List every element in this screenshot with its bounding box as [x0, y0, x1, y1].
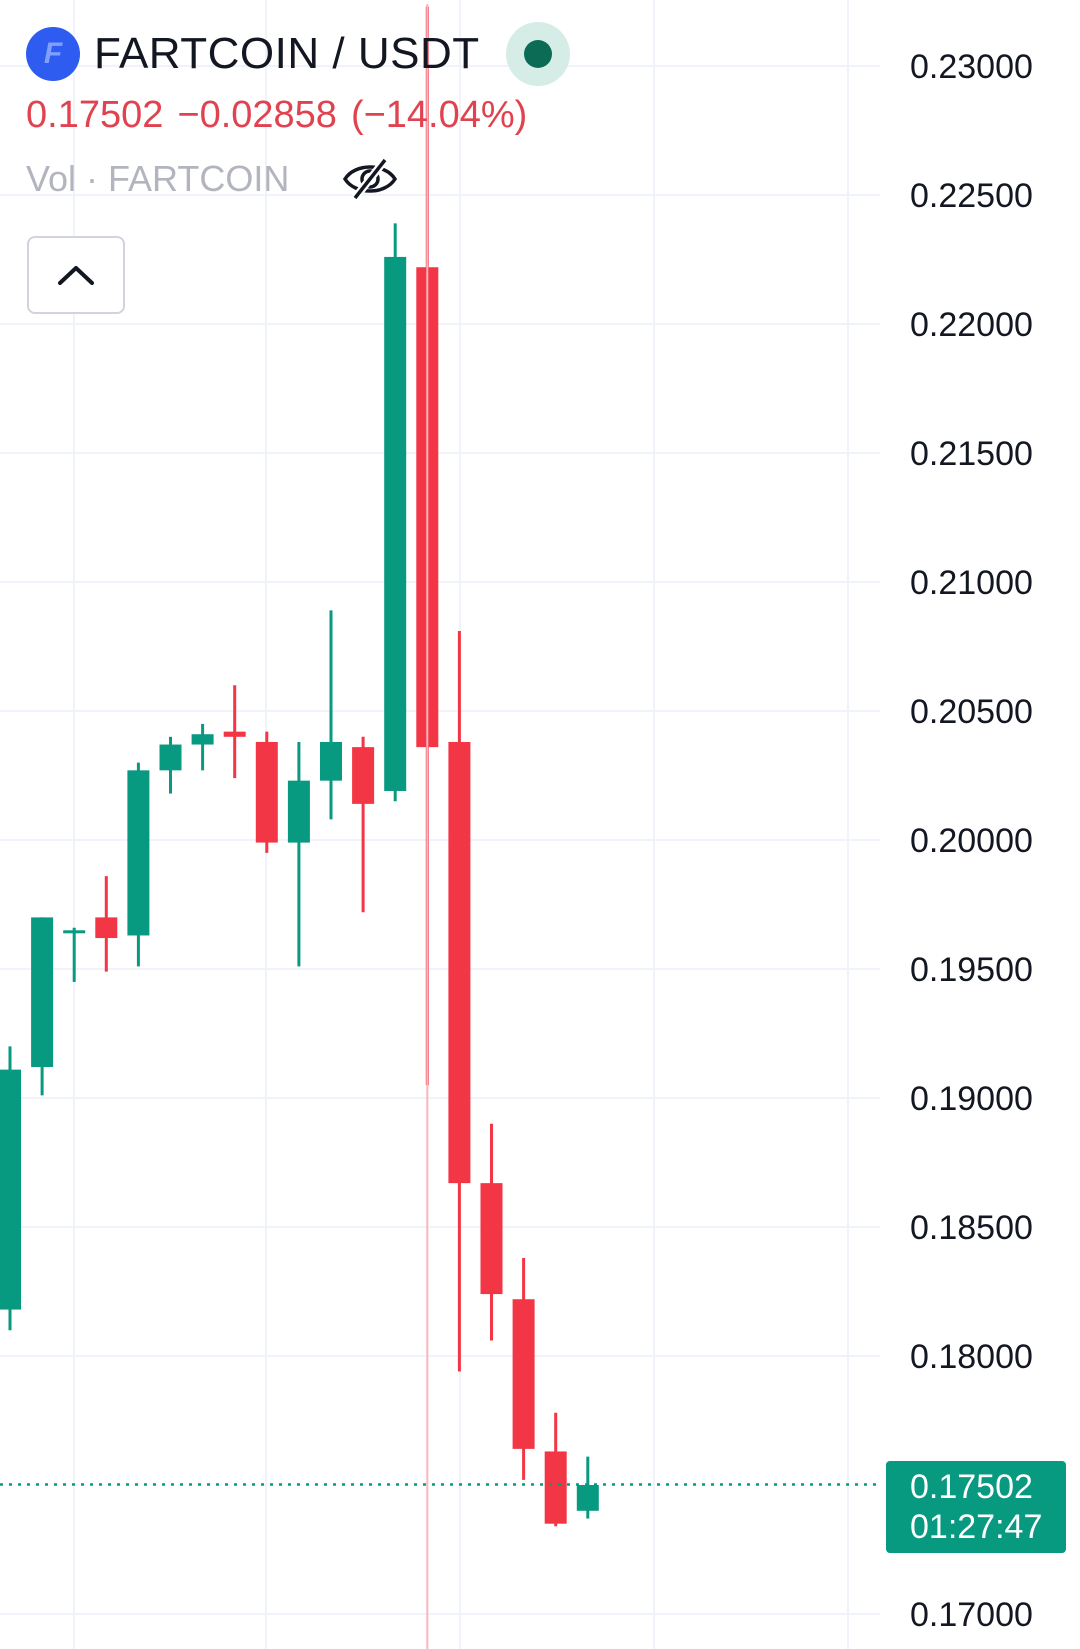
candle [480, 1123, 503, 1341]
price-tick-label: 0.22000 [910, 306, 1033, 344]
live-status-button[interactable] [505, 22, 570, 86]
candle-body [95, 917, 118, 939]
volume-indicator-row: Vol · FARTCOIN [26, 157, 570, 201]
candle-body [63, 930, 86, 934]
candle-body [31, 917, 54, 1068]
last-price: 0.17502 [26, 94, 164, 136]
candle [384, 223, 407, 802]
collapse-legend-button[interactable] [27, 236, 125, 314]
candle-body [320, 741, 342, 781]
price-tick-label: 0.19500 [910, 951, 1033, 989]
price-tick-label: 0.18500 [910, 1209, 1033, 1247]
candle [159, 736, 182, 794]
price-tick-label: 0.19000 [910, 1080, 1033, 1118]
price-tick-label: 0.17000 [910, 1596, 1033, 1634]
live-status-dot-icon [523, 40, 552, 68]
current-price-label: 0.17502 01:27:47 [886, 1461, 1066, 1553]
candle [95, 876, 118, 972]
eye-slash-icon[interactable] [341, 157, 399, 201]
price-tick-label: 0.18000 [910, 1338, 1033, 1376]
candle [448, 631, 471, 1372]
candle-body [0, 1069, 21, 1310]
candle-body [544, 1451, 567, 1524]
candle [544, 1412, 567, 1527]
candle-body [191, 734, 214, 745]
candle-body [512, 1299, 535, 1449]
candle [320, 610, 342, 820]
candle [191, 723, 214, 771]
price-tick-label: 0.21500 [910, 435, 1033, 473]
candle-body [127, 770, 150, 936]
candle [576, 1456, 599, 1519]
price-axis: 0.23000 0.22500 0.22000 0.21500 0.21000 0.205… [910, 48, 1033, 1634]
candle [0, 1046, 21, 1331]
price-tick-label: 0.22500 [910, 177, 1033, 215]
price-change: −0.02858 [177, 94, 337, 136]
candle-body [448, 741, 471, 1184]
candle-body [255, 741, 278, 843]
candle-body [287, 780, 310, 843]
symbol-row: F FARTCOIN / USDT [26, 22, 570, 86]
fartcoin-logo-icon: F [26, 27, 80, 81]
candle [352, 736, 375, 913]
volume-label[interactable]: Vol · FARTCOIN [26, 158, 290, 199]
chevron-up-icon [58, 266, 94, 285]
candle-countdown: 01:27:47 [910, 1508, 1043, 1546]
candle [31, 917, 54, 1096]
candle-body [576, 1485, 599, 1511]
price-change-row: 0.17502 −0.02858 (−14.04%) [26, 94, 570, 137]
candle-body [223, 731, 246, 737]
candle-body [352, 747, 375, 804]
price-change-percent: (−14.04%) [350, 94, 528, 136]
candle [127, 762, 150, 967]
candle [223, 685, 246, 779]
candle-body [384, 256, 407, 791]
candle [512, 1257, 535, 1480]
candle-body [480, 1183, 503, 1295]
candle [287, 741, 310, 967]
candles [0, 6, 599, 1527]
candle [255, 731, 278, 853]
symbol-title[interactable]: FARTCOIN / USDT [94, 29, 480, 78]
candle-body [159, 744, 182, 771]
candle [63, 927, 86, 982]
price-tick-label: 0.20000 [910, 822, 1033, 860]
price-tick-label: 0.21000 [910, 564, 1033, 602]
current-price-value: 0.17502 [910, 1468, 1033, 1506]
price-tick-label: 0.20500 [910, 693, 1033, 731]
chart-legend: F FARTCOIN / USDT 0.17502 −0.02858 (−14.04… [26, 22, 570, 201]
price-tick-label: 0.23000 [910, 48, 1033, 86]
